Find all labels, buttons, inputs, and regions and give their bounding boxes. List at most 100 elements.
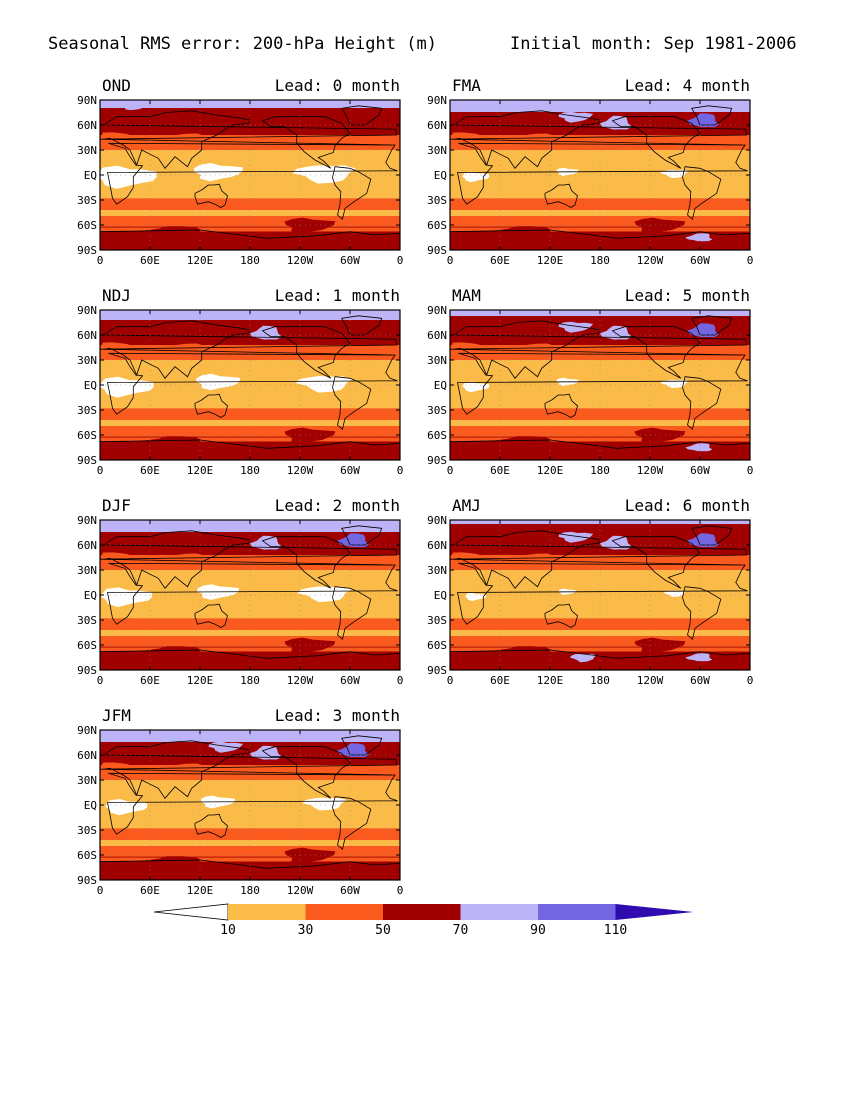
map-panel: MAM Lead: 5 month 90N 60N 30N EQ 30S 60S 90S 0 6… [427, 286, 776, 486]
map-panel: AMJ Lead: 6 month 90N 60N 30N EQ 30S 60S 90S 0 6… [427, 496, 776, 696]
lat-tick-label: 60N [77, 539, 97, 552]
lon-tick-label: 180 [240, 254, 260, 267]
lat-tick-label: 60N [427, 329, 447, 342]
coastline [99, 740, 398, 799]
coastline [99, 320, 398, 379]
panel-header: JFM Lead: 3 month [98, 706, 400, 725]
contour-blob [297, 586, 352, 603]
coastline [341, 735, 383, 756]
lon-tick-label: 60E [490, 674, 510, 687]
contour-blob [278, 765, 345, 779]
contour-blob [167, 553, 217, 566]
contour-blob [685, 233, 713, 242]
coastline [691, 525, 733, 546]
title-initial-month: Initial month: Sep 1981-2006 [510, 34, 797, 54]
lon-tick-label: 0 [397, 674, 404, 687]
panel-header: AMJ Lead: 6 month [448, 496, 750, 515]
contour-blob [517, 343, 567, 356]
contour-fill [99, 730, 400, 880]
coastline [194, 813, 228, 838]
colorbar-tick-label: 90 [530, 923, 546, 938]
contour-band-south-edge [450, 647, 750, 652]
lat-tick-label: 90S [77, 664, 97, 677]
contour-blob [634, 637, 686, 654]
contour-blob [99, 762, 139, 773]
lon-tick-label: 60E [140, 254, 160, 267]
contour-fill [449, 520, 750, 670]
coastline [611, 326, 701, 379]
colorbar-tick-label: 70 [453, 923, 469, 938]
lat-tick-label: 30S [427, 614, 447, 627]
coastline [332, 376, 372, 430]
contour-blob [687, 533, 719, 548]
lat-tick-label: 30S [77, 614, 97, 627]
lat-tick-label: 90S [427, 664, 447, 677]
coastline [457, 352, 748, 415]
lon-tick-label: 120W [287, 464, 314, 477]
panel-lead: Lead: 1 month [274, 286, 400, 305]
page-title: Seasonal RMS error: 200-hPa Height (m) I… [48, 34, 808, 58]
contour-blob [558, 321, 594, 333]
panel-header: FMA Lead: 4 month [448, 76, 750, 95]
panel-header: DJF Lead: 2 month [98, 496, 400, 515]
lat-tick-label: 60S [427, 639, 447, 652]
colorbar-low-arrow [153, 903, 229, 921]
lon-tick-label: 60E [490, 464, 510, 477]
coastline [194, 393, 228, 418]
lon-tick-label: 120W [637, 674, 664, 687]
panel-lead: Lead: 4 month [624, 76, 750, 95]
coastline [611, 116, 701, 169]
contour-blob [250, 745, 282, 760]
colorbar-tick-label: 50 [375, 923, 391, 938]
lon-tick-label: 60E [140, 884, 160, 897]
contour-blob [687, 113, 719, 128]
coastline [107, 772, 398, 835]
lon-tick-label: 60E [140, 464, 160, 477]
contour-blob [462, 381, 490, 393]
panel-season: DJF [102, 496, 131, 515]
contour-blob [685, 653, 713, 662]
colorbar-segment [460, 904, 538, 920]
lon-tick-label: 0 [747, 464, 754, 477]
contour-blob [462, 171, 490, 183]
lat-tick-label: 30N [77, 774, 97, 787]
contour-band-south-gap [450, 420, 750, 426]
lat-tick-label: 60S [77, 429, 97, 442]
contour-blob [663, 590, 686, 597]
lon-tick-label: 120E [187, 464, 214, 477]
lon-tick-label: 120E [537, 464, 564, 477]
colorbar: 10 30 50 70 90 110 [153, 903, 694, 938]
gridlines [100, 100, 400, 250]
lon-tick-label: 120W [287, 674, 314, 687]
gridlines [450, 100, 750, 250]
lon-tick-label: 120E [187, 674, 214, 687]
lon-tick-label: 120E [187, 254, 214, 267]
coastline [332, 166, 372, 220]
map-panel: DJF Lead: 2 month 90N 60N 30N EQ 30S 60S 90S 0 6… [77, 496, 426, 696]
contour-blob [167, 343, 217, 356]
lat-tick-label: 30N [77, 564, 97, 577]
lon-tick-label: 180 [590, 464, 610, 477]
coastline [691, 315, 733, 336]
lat-tick-label: 30N [427, 564, 447, 577]
map-panel: JFM Lead: 3 month 90N 60N 30N EQ 30S 60S 90S 0 6… [77, 706, 426, 906]
lon-tick-label: 120W [287, 884, 314, 897]
panel-season: AMJ [452, 496, 481, 515]
lat-tick-label: 30N [427, 144, 447, 157]
lon-tick-label: 60W [340, 254, 360, 267]
contour-band-south-gap [450, 210, 750, 216]
lat-tick-label: 60N [77, 119, 97, 132]
lat-tick-label: 90N [427, 304, 447, 317]
panel-header: OND Lead: 0 month [98, 76, 400, 95]
contour-blob [99, 132, 139, 143]
lon-tick-label: 0 [397, 254, 404, 267]
contour-blob [135, 856, 209, 867]
coastline [332, 586, 372, 640]
contour-band-south-gap [100, 420, 400, 426]
map-panel: FMA Lead: 4 month 90N 60N 30N EQ 30S 60S 90S 0 6… [427, 76, 776, 276]
colorbar-segment [305, 904, 383, 920]
lat-tick-label: 60S [77, 639, 97, 652]
